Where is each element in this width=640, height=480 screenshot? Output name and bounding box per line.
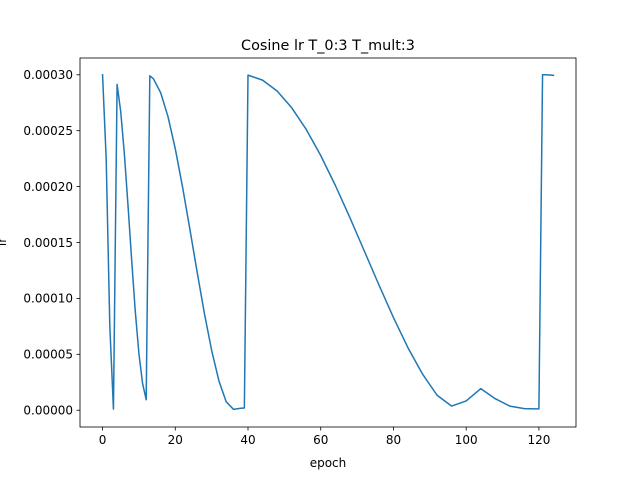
y-tick-label: 0.00015 <box>23 236 73 250</box>
y-tick-label: 0.00010 <box>23 292 73 306</box>
x-axis-label: epoch <box>310 456 347 470</box>
axes-background <box>80 58 576 427</box>
x-tick-label: 60 <box>313 433 328 447</box>
x-axis: 0 20 40 60 80 100 120 <box>99 427 550 447</box>
x-tick-label: 80 <box>386 433 401 447</box>
x-tick-label: 100 <box>455 433 478 447</box>
x-tick-label: 120 <box>527 433 550 447</box>
y-axis: 0.00000 0.00005 0.00010 0.00015 0.00020 0.000… <box>23 68 80 418</box>
y-axis-label: lr <box>0 238 9 246</box>
y-tick-label: 0.00005 <box>23 348 73 362</box>
plot-area <box>79 57 577 428</box>
chart-title: Cosine lr T_0:3 T_mult:3 <box>241 38 415 54</box>
y-tick-label: 0.00020 <box>23 180 73 194</box>
y-tick-label: 0.00030 <box>23 68 73 82</box>
y-tick-label: 0.00000 <box>23 404 73 418</box>
x-tick-label: 0 <box>99 433 107 447</box>
x-tick-label: 40 <box>240 433 255 447</box>
lr-series-line <box>101 73 555 411</box>
y-tick-label: 0.00025 <box>23 124 73 138</box>
x-tick-label: 20 <box>168 433 183 447</box>
